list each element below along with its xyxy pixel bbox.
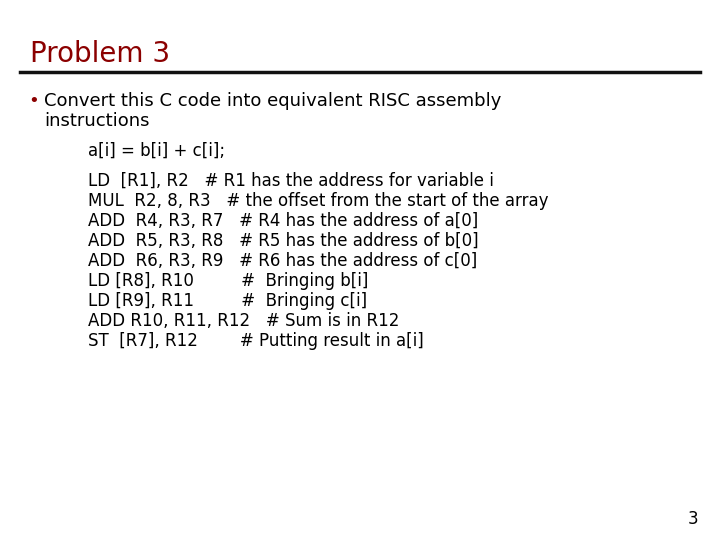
Text: ST  [R7], R12        # Putting result in a[i]: ST [R7], R12 # Putting result in a[i] bbox=[88, 332, 424, 350]
Text: MUL  R2, 8, R3   # the offset from the start of the array: MUL R2, 8, R3 # the offset from the star… bbox=[88, 192, 549, 210]
Text: ADD  R5, R3, R8   # R5 has the address of b[0]: ADD R5, R3, R8 # R5 has the address of b… bbox=[88, 232, 479, 250]
Text: Problem 3: Problem 3 bbox=[30, 40, 170, 68]
Text: •: • bbox=[28, 92, 39, 110]
Text: ADD  R4, R3, R7   # R4 has the address of a[0]: ADD R4, R3, R7 # R4 has the address of a… bbox=[88, 212, 478, 230]
Text: LD [R9], R11         #  Bringing c[i]: LD [R9], R11 # Bringing c[i] bbox=[88, 292, 367, 310]
Text: LD  [R1], R2   # R1 has the address for variable i: LD [R1], R2 # R1 has the address for var… bbox=[88, 172, 494, 190]
Text: ADD R10, R11, R12   # Sum is in R12: ADD R10, R11, R12 # Sum is in R12 bbox=[88, 312, 400, 330]
Text: a[i] = b[i] + c[i];: a[i] = b[i] + c[i]; bbox=[88, 142, 225, 160]
Text: ADD  R6, R3, R9   # R6 has the address of c[0]: ADD R6, R3, R9 # R6 has the address of c… bbox=[88, 252, 477, 270]
Text: 3: 3 bbox=[688, 510, 698, 528]
Text: Convert this C code into equivalent RISC assembly: Convert this C code into equivalent RISC… bbox=[44, 92, 501, 110]
Text: instructions: instructions bbox=[44, 112, 150, 130]
Text: LD [R8], R10         #  Bringing b[i]: LD [R8], R10 # Bringing b[i] bbox=[88, 272, 369, 290]
